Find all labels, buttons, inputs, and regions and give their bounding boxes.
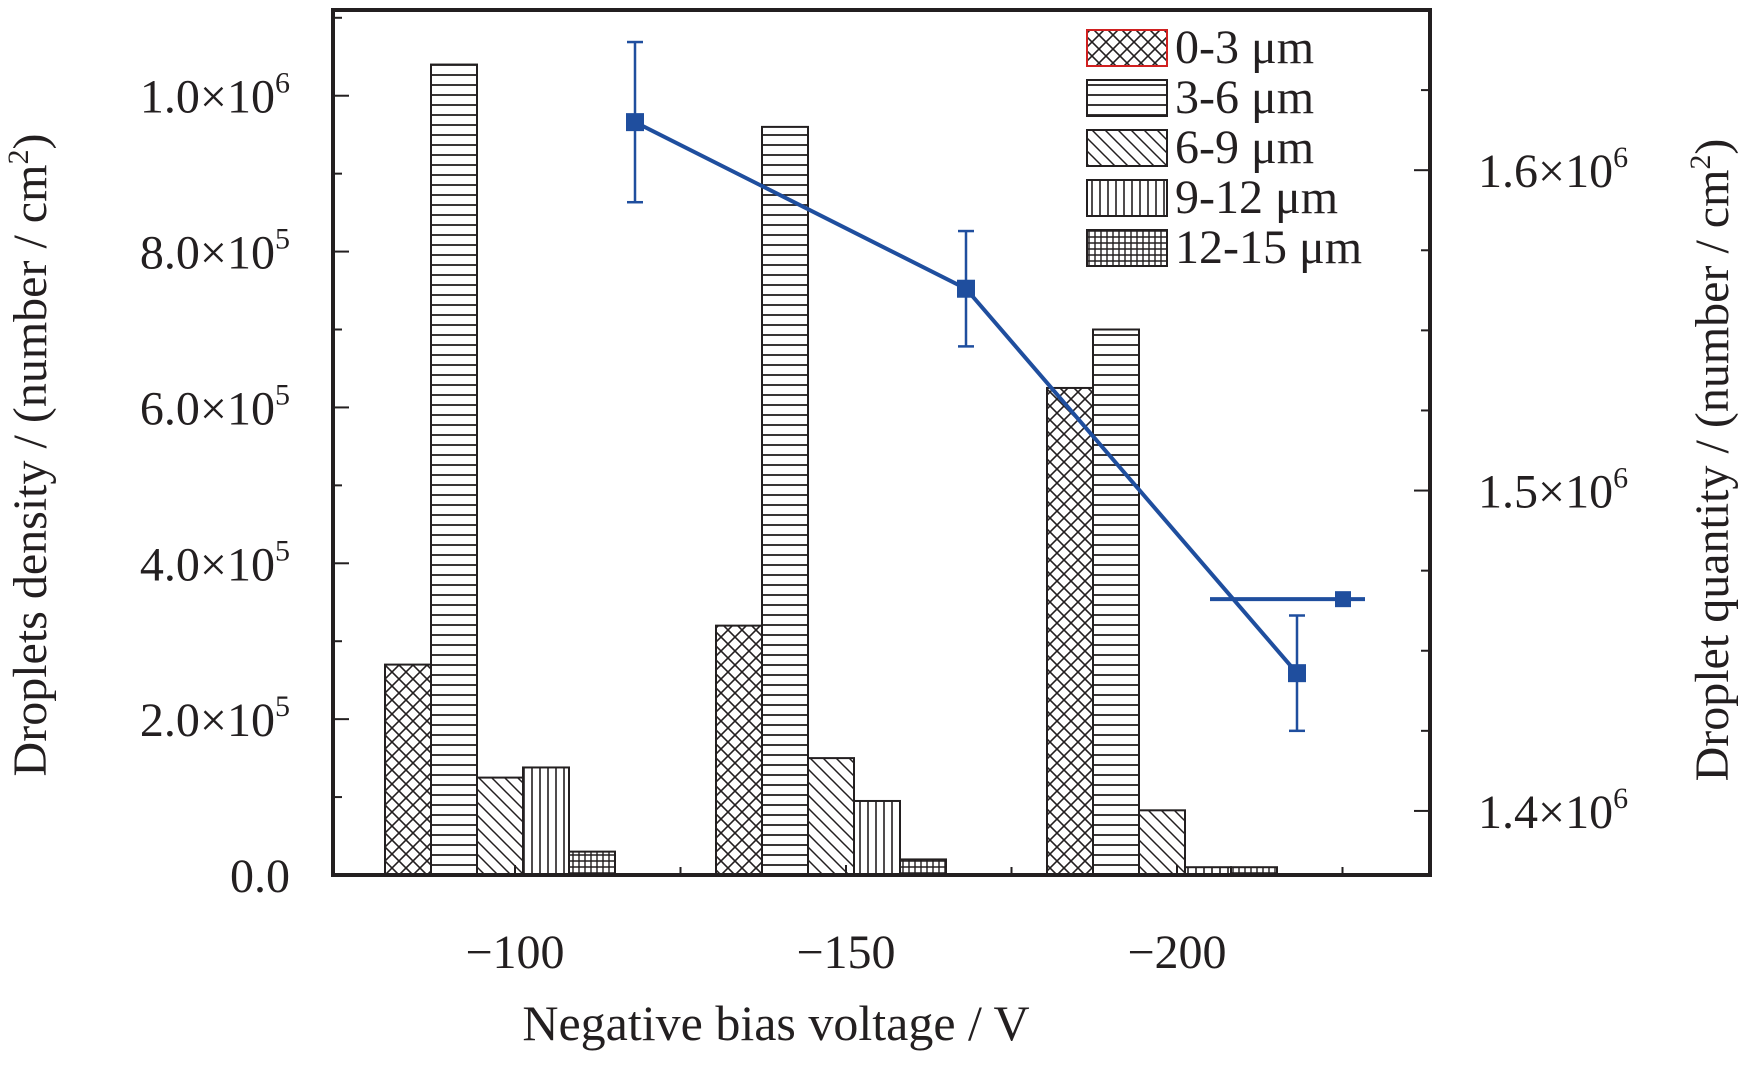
- legend-label: 12-15 μm: [1175, 221, 1362, 274]
- y-tick-label: 1.0×106: [140, 67, 290, 124]
- bar-3-6-neg150: [761, 125, 809, 876]
- bar-group: [384, 63, 1278, 877]
- right-axis-indicator-marker: [1335, 591, 1351, 608]
- y-tick-label: 6.0×105: [140, 378, 290, 435]
- legend-label: 3-6 μm: [1175, 71, 1314, 124]
- bar-12-15-neg100: [568, 850, 616, 877]
- bar-6-9-neg150: [807, 757, 855, 876]
- bar-9-12-neg100: [522, 766, 570, 877]
- x-tick-label: −200: [1127, 926, 1226, 979]
- y2-tick-label: 1.5×106: [1478, 462, 1628, 519]
- bar-6-9-neg200: [1138, 809, 1186, 877]
- legend-swatch-grid: [1086, 229, 1168, 267]
- quantity-marker: [626, 113, 644, 132]
- legend-label: 0-3 μm: [1175, 21, 1314, 74]
- y2-axis-label-sup: 2: [1684, 155, 1717, 170]
- y-tick-label: 8.0×105: [140, 223, 290, 280]
- bar-0-3-neg200: [1046, 386, 1094, 876]
- y2-tick-label: 1.6×106: [1478, 141, 1628, 198]
- legend-label: 6-9 μm: [1175, 121, 1314, 174]
- y-axis-label-sup: 2: [2, 150, 35, 165]
- y-tick-label: 4.0×105: [140, 534, 290, 591]
- x-tick-label: −100: [465, 926, 564, 979]
- y-axis-label: Droplets density / (number / cm2): [2, 134, 57, 777]
- quantity-marker: [957, 279, 975, 298]
- legend-swatch-diagonal: [1086, 129, 1168, 167]
- quantity-line-group: [626, 40, 1365, 733]
- bar-3-6-neg200: [1092, 328, 1140, 876]
- plot-frame: [331, 8, 1432, 877]
- legend-swatch-vertical: [1086, 179, 1168, 217]
- y2-axis-label: Droplet quantity / (number / cm2): [1684, 139, 1739, 782]
- axes: 0.0 2.0×105 4.0×105 6.0×105 8.0×105 1.0×106 1.…: [140, 8, 1628, 979]
- bar-0-3-neg100: [384, 663, 432, 877]
- y-tick-label: 0.0: [230, 850, 290, 903]
- y-tick-label: 2.0×105: [140, 690, 290, 747]
- quantity-marker: [1288, 664, 1306, 683]
- legend-swatch-horizontal: [1086, 79, 1168, 117]
- bar-12-15-neg150: [899, 858, 947, 877]
- bar-6-9-neg100: [476, 776, 524, 876]
- bar-9-12-neg150: [853, 799, 901, 876]
- x-axis-label: Negative bias voltage / V: [522, 995, 1029, 1051]
- x-tick-label: −150: [796, 926, 895, 979]
- legend-swatch-crosshatch: [1086, 29, 1168, 67]
- bar-0-3-neg150: [715, 624, 763, 876]
- bar-3-6-neg100: [430, 63, 478, 876]
- y2-tick-label: 1.4×106: [1478, 782, 1628, 839]
- legend-label: 9-12 μm: [1175, 171, 1338, 224]
